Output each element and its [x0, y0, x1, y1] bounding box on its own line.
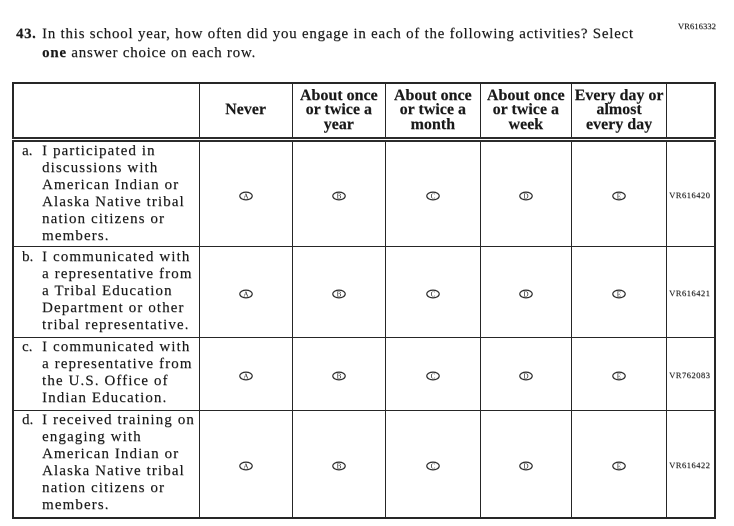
svg-text:C: C: [430, 290, 435, 298]
svg-text:B: B: [336, 290, 341, 298]
svg-text:E: E: [617, 372, 622, 380]
svg-text:C: C: [430, 372, 435, 380]
svg-text:A: A: [243, 290, 249, 298]
svg-text:B: B: [336, 462, 341, 470]
svg-text:D: D: [523, 290, 528, 298]
svg-text:D: D: [523, 192, 528, 200]
svg-text:C: C: [430, 462, 435, 470]
svg-text:C: C: [430, 192, 435, 200]
svg-text:A: A: [243, 372, 249, 380]
svg-text:D: D: [523, 372, 528, 380]
svg-text:B: B: [336, 372, 341, 380]
svg-text:D: D: [523, 462, 528, 470]
svg-text:A: A: [243, 192, 249, 200]
svg-text:B: B: [336, 192, 341, 200]
svg-text:E: E: [617, 290, 622, 298]
svg-text:E: E: [617, 462, 622, 470]
svg-text:A: A: [243, 462, 249, 470]
svg-text:E: E: [617, 192, 622, 200]
